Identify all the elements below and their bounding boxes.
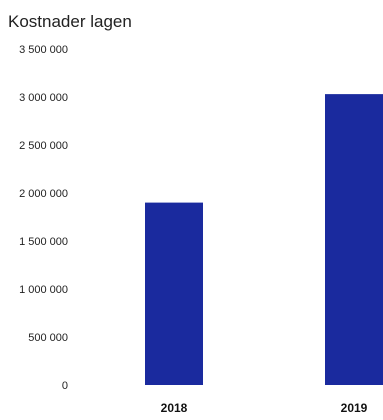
y-tick-label: 1 500 000: [19, 236, 68, 248]
y-tick-label: 3 000 000: [19, 92, 68, 104]
y-tick-label: 0: [62, 380, 68, 392]
bar-2019: [325, 94, 383, 386]
y-axis-tick-labels: 0 500 000 1 000 000 1 500 000 2 000 000 2 500…: [19, 44, 68, 392]
chart-title: Kostnader lagen: [8, 12, 132, 31]
y-tick-label: 1 000 000: [19, 284, 68, 296]
x-axis-category-labels: 2018 2019: [161, 401, 368, 415]
x-category-label: 2018: [161, 401, 188, 415]
y-tick-label: 2 000 000: [19, 188, 68, 200]
bar-2018: [145, 202, 203, 385]
y-tick-label: 500 000: [28, 332, 68, 344]
x-category-label: 2019: [341, 401, 368, 415]
y-tick-label: 2 500 000: [19, 140, 68, 152]
bars: [145, 94, 383, 386]
y-tick-label: 3 500 000: [19, 44, 68, 56]
